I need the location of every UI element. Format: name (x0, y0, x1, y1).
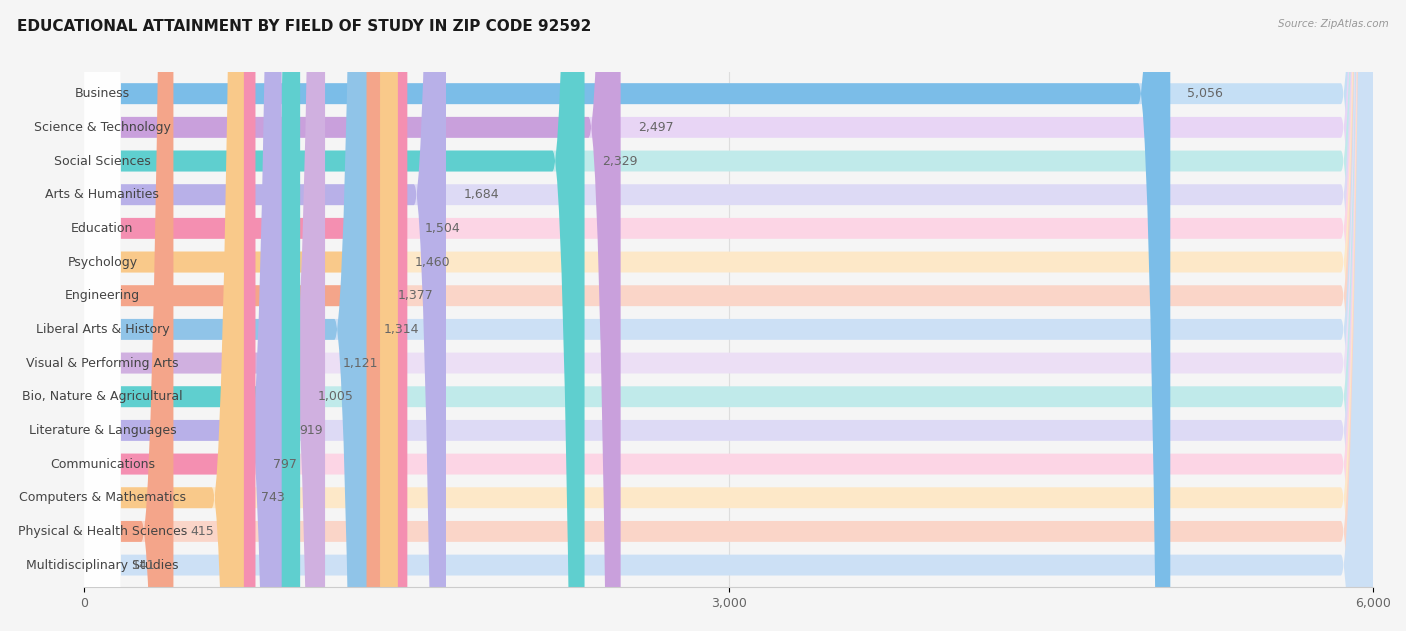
FancyBboxPatch shape (84, 0, 1374, 631)
FancyBboxPatch shape (84, 0, 120, 631)
Text: Visual & Performing Arts: Visual & Performing Arts (27, 357, 179, 370)
FancyBboxPatch shape (84, 0, 1374, 631)
Text: 2,497: 2,497 (638, 121, 673, 134)
FancyBboxPatch shape (84, 0, 398, 631)
FancyBboxPatch shape (84, 0, 1374, 631)
Text: Social Sciences: Social Sciences (53, 155, 150, 167)
FancyBboxPatch shape (84, 0, 1374, 631)
FancyBboxPatch shape (84, 0, 408, 631)
FancyBboxPatch shape (84, 0, 173, 631)
FancyBboxPatch shape (84, 0, 120, 631)
Text: Multidisciplinary Studies: Multidisciplinary Studies (27, 558, 179, 572)
FancyBboxPatch shape (84, 0, 256, 631)
FancyBboxPatch shape (84, 0, 1374, 631)
FancyBboxPatch shape (84, 0, 120, 631)
Text: Business: Business (75, 87, 129, 100)
Text: Communications: Communications (51, 457, 155, 471)
FancyBboxPatch shape (84, 0, 1374, 631)
FancyBboxPatch shape (84, 0, 120, 631)
FancyBboxPatch shape (84, 0, 243, 631)
FancyBboxPatch shape (84, 0, 120, 631)
Text: Physical & Health Sciences: Physical & Health Sciences (18, 525, 187, 538)
FancyBboxPatch shape (84, 0, 120, 631)
FancyBboxPatch shape (84, 0, 120, 631)
FancyBboxPatch shape (84, 0, 325, 631)
FancyBboxPatch shape (84, 0, 120, 631)
Text: 2,329: 2,329 (602, 155, 637, 167)
FancyBboxPatch shape (84, 0, 299, 631)
Text: Liberal Arts & History: Liberal Arts & History (35, 323, 169, 336)
FancyBboxPatch shape (84, 0, 585, 631)
Text: EDUCATIONAL ATTAINMENT BY FIELD OF STUDY IN ZIP CODE 92592: EDUCATIONAL ATTAINMENT BY FIELD OF STUDY… (17, 19, 592, 34)
FancyBboxPatch shape (84, 0, 120, 631)
Text: 1,460: 1,460 (415, 256, 451, 269)
FancyBboxPatch shape (84, 0, 380, 631)
FancyBboxPatch shape (84, 0, 120, 631)
FancyBboxPatch shape (84, 0, 1374, 631)
FancyBboxPatch shape (84, 0, 120, 631)
Text: 1,005: 1,005 (318, 390, 353, 403)
FancyBboxPatch shape (83, 0, 117, 631)
Text: 797: 797 (273, 457, 297, 471)
FancyBboxPatch shape (84, 0, 1374, 631)
FancyBboxPatch shape (84, 0, 120, 631)
FancyBboxPatch shape (84, 0, 120, 631)
FancyBboxPatch shape (84, 0, 1374, 631)
Text: 1,504: 1,504 (425, 222, 460, 235)
FancyBboxPatch shape (84, 0, 1374, 631)
FancyBboxPatch shape (84, 0, 120, 631)
Text: 415: 415 (191, 525, 214, 538)
Text: 919: 919 (299, 424, 322, 437)
Text: Literature & Languages: Literature & Languages (28, 424, 176, 437)
Text: 1,314: 1,314 (384, 323, 419, 336)
FancyBboxPatch shape (84, 0, 446, 631)
FancyBboxPatch shape (84, 0, 1374, 631)
Text: 1,121: 1,121 (342, 357, 378, 370)
Text: Education: Education (72, 222, 134, 235)
FancyBboxPatch shape (84, 0, 1374, 631)
FancyBboxPatch shape (84, 0, 367, 631)
FancyBboxPatch shape (84, 0, 620, 631)
Text: 743: 743 (262, 492, 285, 504)
FancyBboxPatch shape (84, 0, 1374, 631)
FancyBboxPatch shape (84, 0, 1170, 631)
Text: Computers & Mathematics: Computers & Mathematics (18, 492, 186, 504)
FancyBboxPatch shape (84, 0, 120, 631)
Text: Psychology: Psychology (67, 256, 138, 269)
Text: 1,684: 1,684 (463, 188, 499, 201)
FancyBboxPatch shape (84, 0, 1374, 631)
Text: Source: ZipAtlas.com: Source: ZipAtlas.com (1278, 19, 1389, 29)
Text: 5,056: 5,056 (1188, 87, 1223, 100)
Text: 1,377: 1,377 (398, 289, 433, 302)
Text: Bio, Nature & Agricultural: Bio, Nature & Agricultural (22, 390, 183, 403)
Text: Science & Technology: Science & Technology (34, 121, 172, 134)
Text: 141: 141 (132, 558, 156, 572)
Text: Arts & Humanities: Arts & Humanities (45, 188, 159, 201)
FancyBboxPatch shape (84, 0, 281, 631)
FancyBboxPatch shape (84, 0, 1374, 631)
Text: Engineering: Engineering (65, 289, 141, 302)
